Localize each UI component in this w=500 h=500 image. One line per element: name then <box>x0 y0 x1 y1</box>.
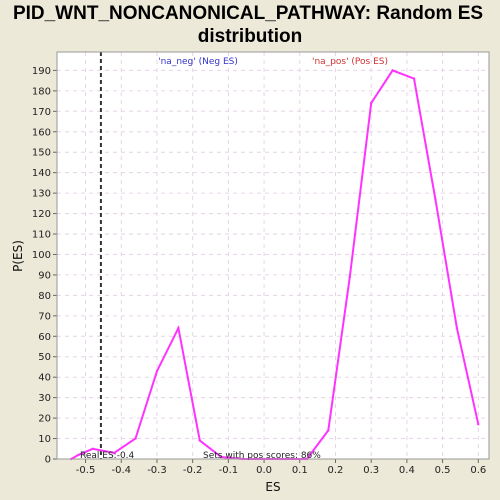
y-tick-label: 120 <box>32 209 51 220</box>
y-tick-label: 150 <box>32 148 51 159</box>
chart-title-line2: distribution <box>198 26 302 47</box>
y-tick-label: 100 <box>32 250 51 261</box>
x-tick-label: -0.2 <box>183 465 203 476</box>
series-points <box>70 69 480 461</box>
data-point <box>134 437 137 440</box>
data-point <box>91 447 94 450</box>
x-tick-label: 0.2 <box>328 465 344 476</box>
data-point <box>477 423 480 426</box>
y-tick-label: 20 <box>38 414 51 425</box>
data-point <box>412 77 416 80</box>
x-tick-label: -0.5 <box>76 465 96 476</box>
x-tick-label: 0.3 <box>363 465 379 476</box>
legend-neg-es: 'na_neg' (Neg ES) <box>158 57 238 67</box>
x-tick-label: 0.6 <box>470 465 486 476</box>
x-tick-label: 0.5 <box>435 465 451 476</box>
y-tick-label: 40 <box>38 373 51 384</box>
plot-frame <box>56 51 490 460</box>
data-point <box>220 455 223 459</box>
x-tick-label: 0.1 <box>292 465 308 476</box>
x-tick-label: -0.4 <box>112 465 132 476</box>
data-point <box>112 451 116 455</box>
data-point <box>369 101 373 105</box>
y-tick-label: 160 <box>32 127 51 138</box>
x-axis-label: ES <box>265 480 280 494</box>
y-tick-label: 170 <box>32 107 51 118</box>
x-tick-label: -0.1 <box>219 465 239 476</box>
data-point <box>348 275 351 279</box>
y-axis-label: P(ES) <box>11 240 25 272</box>
x-tick-label: 0.0 <box>256 465 272 476</box>
data-point <box>434 198 437 201</box>
data-point <box>77 453 80 457</box>
y-tick-label: 80 <box>38 291 51 302</box>
axis-ticks: -0.5 -0.4 -0.3 -0.2 -0.1 0.0 0.1 0.2 0.3 0.4 0.5 0.… <box>32 66 486 476</box>
y-tick-label: 50 <box>38 352 51 363</box>
data-point <box>198 439 202 442</box>
legend-pos-es: 'na_pos' (Pos ES) <box>312 57 388 67</box>
y-tick-label: 60 <box>38 332 51 343</box>
y-tick-label: 130 <box>32 189 51 200</box>
chart-title-line1: PID_WNT_NONCANONICAL_PATHWAY: Random ES <box>13 3 483 24</box>
data-point <box>177 326 180 330</box>
plot-area <box>57 52 489 459</box>
y-tick-label: 30 <box>38 393 51 404</box>
y-tick-label: 90 <box>38 270 51 281</box>
y-tick-label: 190 <box>32 66 51 77</box>
x-tick-label: 0.4 <box>399 465 415 476</box>
y-tick-label: 180 <box>32 86 51 97</box>
sets-pos-scores-label: Sets with pos scores: 86% <box>203 451 321 461</box>
data-point <box>391 69 394 72</box>
x-tick-label: -0.3 <box>147 465 167 476</box>
y-tick-label: 10 <box>38 434 51 445</box>
data-point <box>327 429 330 432</box>
real-es-label: Real ES:-0.4 <box>80 451 135 461</box>
grid-lines <box>57 52 489 460</box>
data-point <box>455 326 459 330</box>
y-tick-label: 70 <box>38 311 51 322</box>
y-tick-label: 140 <box>32 168 51 179</box>
data-point <box>155 369 159 373</box>
y-tick-label: 110 <box>32 230 51 241</box>
y-tick-label: 0 <box>45 455 51 466</box>
